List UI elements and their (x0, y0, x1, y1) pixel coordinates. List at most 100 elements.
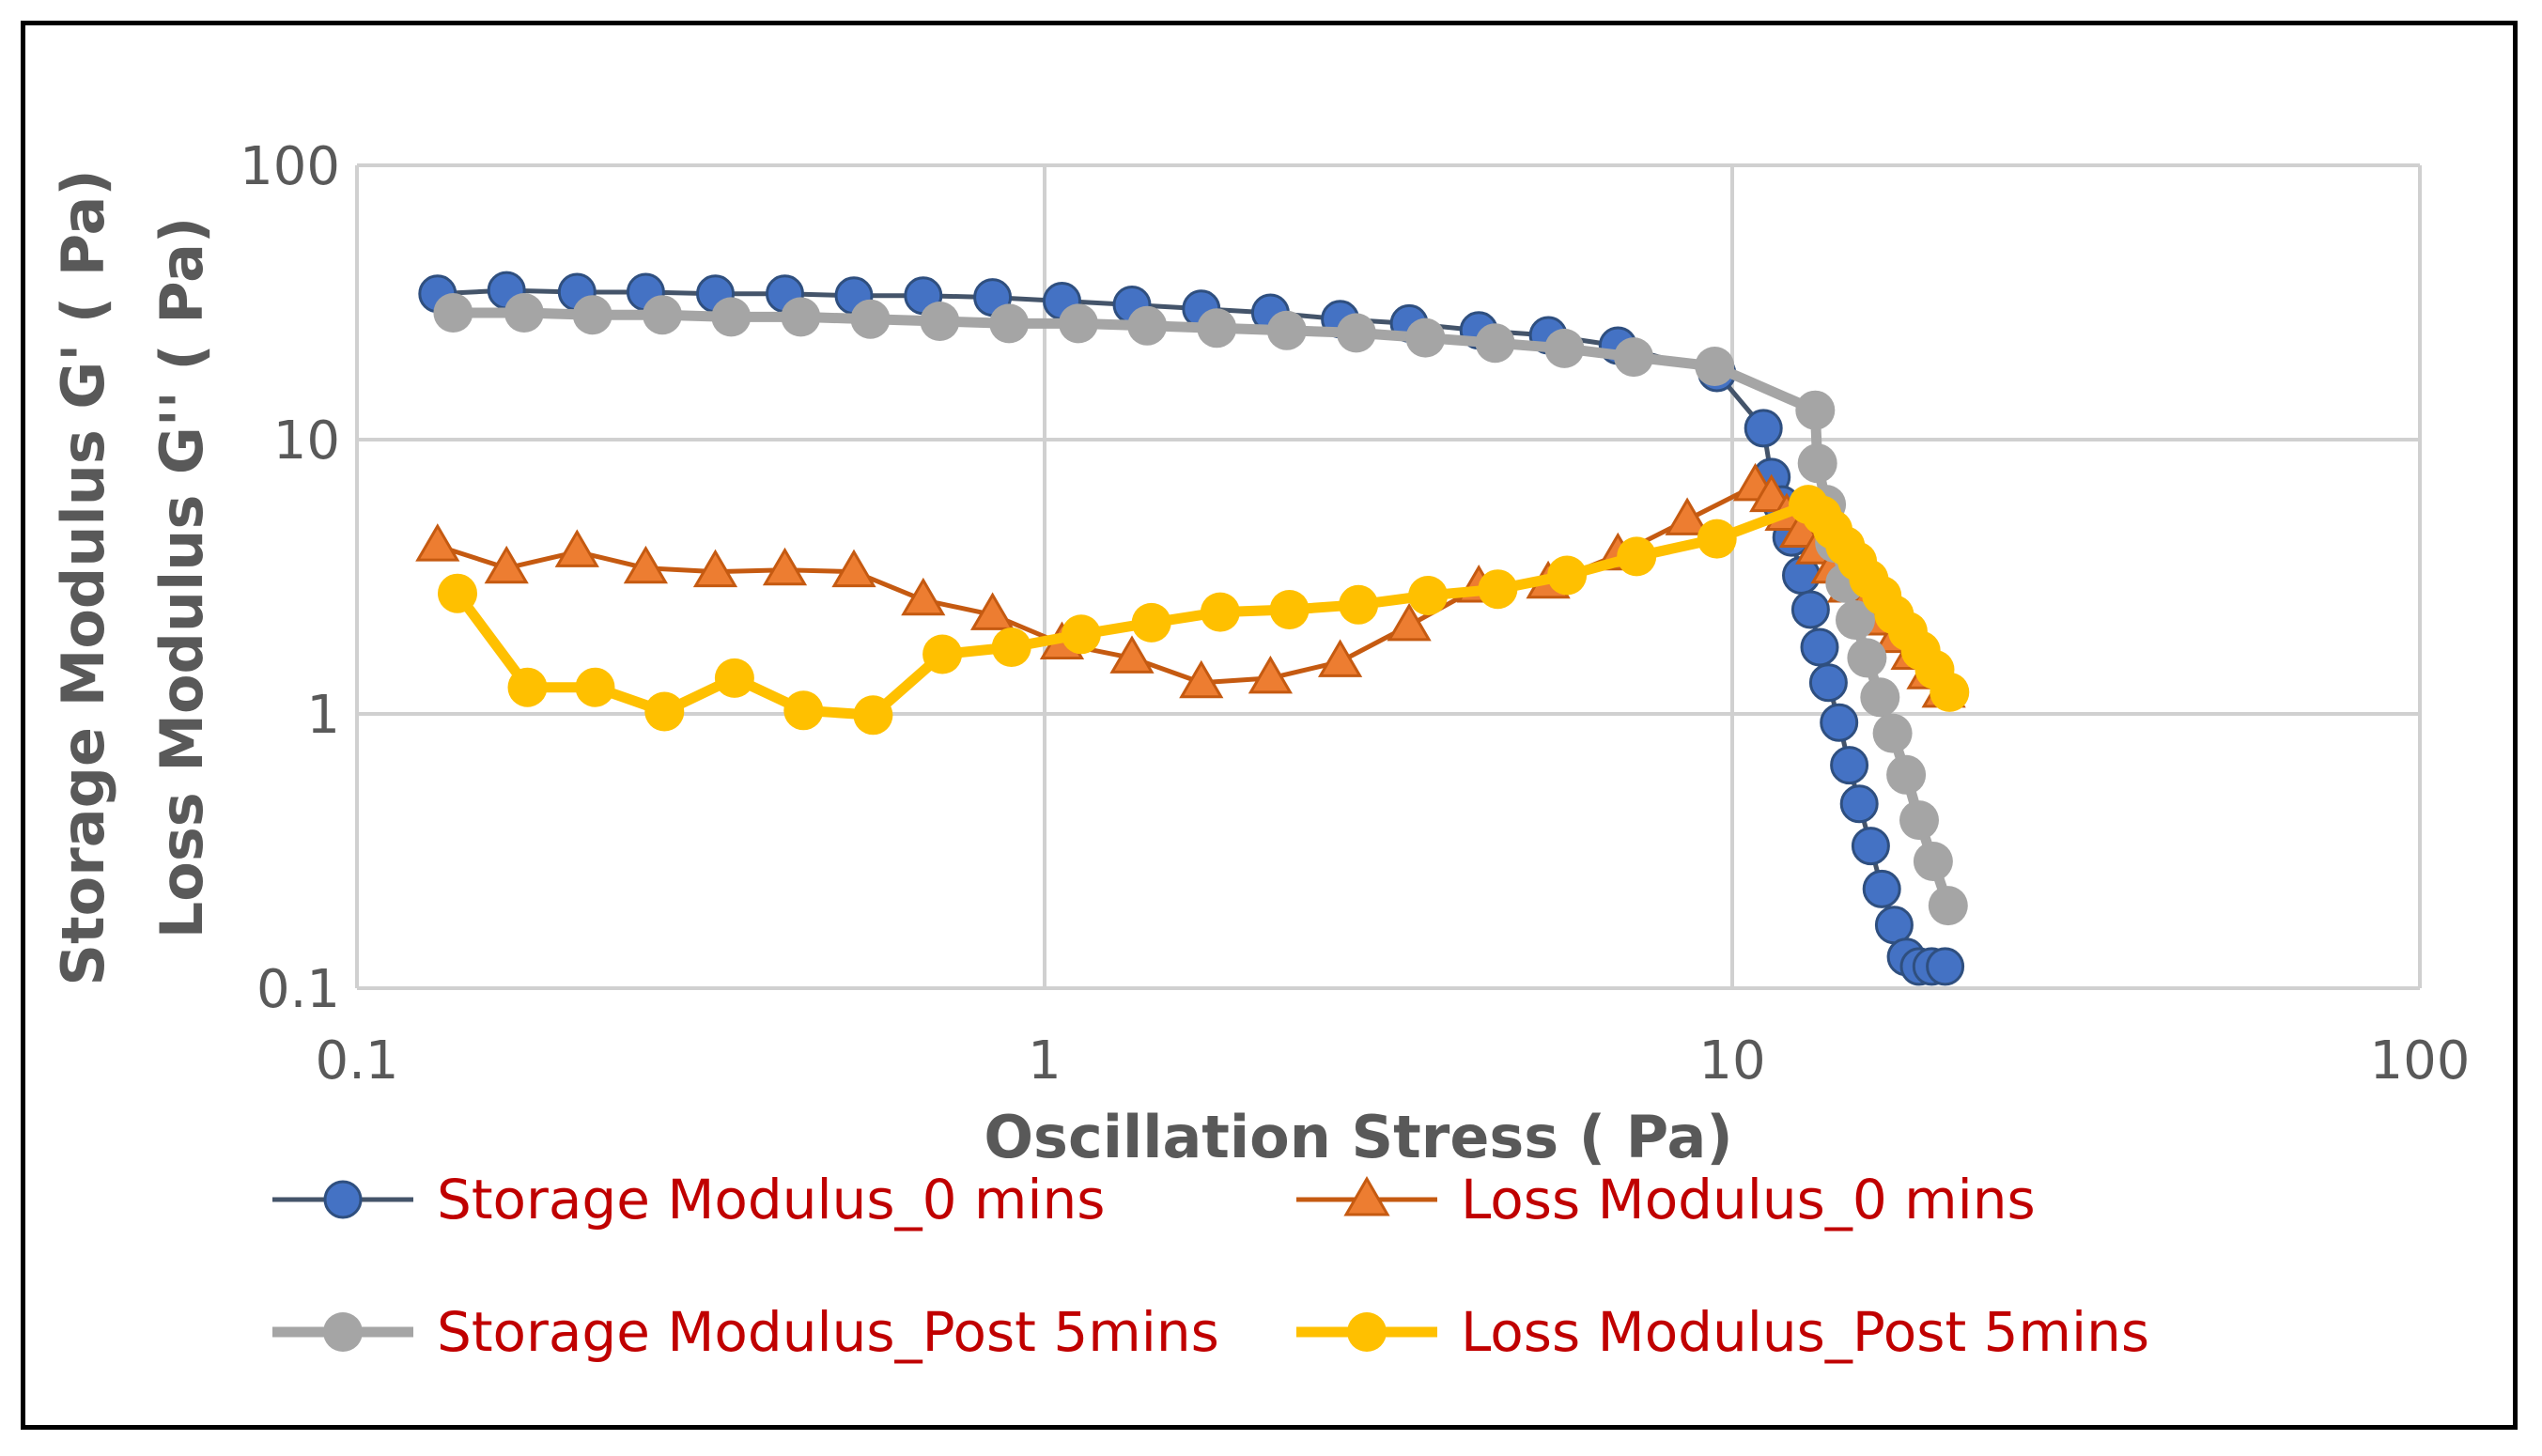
legend: Storage Modulus_0 mins Loss Modulus_0 mi… (272, 1168, 2149, 1364)
data-point (831, 549, 876, 588)
data-point (1820, 703, 1859, 742)
data-point (853, 695, 893, 736)
tick-labels: 0.1 1 10 100 0.1 1 10 100 (240, 136, 2470, 1092)
y-axis-title-loss: Loss Modulus G'' ( Pa) (147, 217, 216, 939)
data-point (781, 297, 821, 337)
data-point (1847, 638, 1887, 678)
data-point (1059, 303, 1098, 344)
data-point (1547, 555, 1588, 596)
data-point (1179, 659, 1224, 699)
data-point (1061, 614, 1101, 655)
data-point (1830, 746, 1869, 785)
x-tick-label: 10 (1698, 1030, 1765, 1092)
data-point (1913, 842, 1953, 881)
legend-item-storage-0: Storage Modulus_0 mins (272, 1168, 1106, 1231)
data-point (1336, 313, 1376, 353)
x-tick-label: 1 (1028, 1030, 1062, 1092)
y-tick-label: 1 (306, 685, 340, 746)
data-point (1478, 569, 1518, 610)
data-point (415, 523, 460, 562)
data-point (1387, 602, 1432, 642)
legend-item-loss-post5: Loss Modulus_Post 5mins (1296, 1300, 2149, 1364)
data-point (1614, 337, 1654, 378)
data-point (1665, 497, 1710, 535)
data-point (1197, 308, 1237, 349)
data-point (575, 667, 615, 707)
legend-marker-loss-post5 (1347, 1312, 1387, 1352)
data-point (1930, 672, 1970, 712)
data-point (989, 303, 1030, 344)
y-tick-label: 10 (273, 410, 340, 472)
data-point (507, 667, 548, 707)
data-point (438, 573, 477, 613)
data-point (1617, 536, 1657, 577)
data-point (1808, 663, 1848, 703)
data-point (1886, 754, 1927, 795)
data-point (1695, 347, 1735, 386)
data-point (1800, 627, 1839, 667)
legend-label-loss-0: Loss Modulus_0 mins (1461, 1168, 2036, 1231)
data-point (692, 549, 738, 588)
data-point (1200, 592, 1240, 632)
data-point (1109, 635, 1155, 674)
data-point (1697, 519, 1737, 559)
legend-label-storage-post5: Storage Modulus_Post 5mins (437, 1300, 1219, 1364)
x-tick-label: 100 (2370, 1030, 2471, 1092)
data-point (1839, 784, 1879, 824)
legend-label-loss-post5: Loss Modulus_Post 5mins (1461, 1300, 2149, 1364)
data-point (1836, 600, 1875, 640)
data-point (969, 592, 1015, 630)
data-point (554, 529, 599, 567)
data-point (1339, 584, 1379, 625)
x-tick-label: 0.1 (315, 1030, 398, 1092)
data-point (644, 691, 685, 732)
data-point (850, 299, 891, 339)
data-point (901, 577, 946, 616)
data-point (1475, 323, 1515, 364)
data-point (433, 293, 473, 333)
series-line (437, 483, 1946, 694)
data-point (1127, 305, 1168, 346)
data-point (504, 293, 544, 333)
series-4 (438, 485, 1970, 736)
data-point (762, 547, 808, 586)
data-point (1408, 576, 1449, 615)
data-point (1744, 409, 1783, 448)
legend-item-storage-post5: Storage Modulus_Post 5mins (272, 1300, 1219, 1364)
data-point (1269, 590, 1310, 629)
data-point (920, 302, 960, 341)
data-point (1248, 655, 1294, 694)
data-point (1266, 310, 1307, 350)
data-point (1860, 677, 1900, 718)
data-point (922, 634, 963, 674)
data-point (711, 297, 752, 337)
legend-label-storage-0: Storage Modulus_0 mins (437, 1168, 1106, 1231)
grid-lines (355, 163, 2422, 990)
data-point (1872, 713, 1913, 753)
data-point (1928, 886, 1968, 926)
legend-item-loss-0: Loss Modulus_0 mins (1296, 1168, 2036, 1231)
data-point (1797, 443, 1837, 484)
legend-marker-loss-0 (1343, 1176, 1390, 1216)
chart-frame (21, 21, 2518, 1430)
data-point (623, 545, 669, 584)
data-point (1317, 639, 1363, 677)
data-point (572, 295, 612, 335)
data-point (1926, 947, 1965, 986)
data-point (1851, 827, 1890, 866)
data-point (1795, 390, 1836, 430)
data-point (1899, 800, 1939, 841)
data-point (1790, 590, 1830, 629)
y-tick-label: 100 (240, 136, 340, 197)
data-point (1131, 602, 1171, 643)
data-point (714, 658, 754, 698)
data-point (783, 690, 824, 731)
data-point (991, 627, 1031, 667)
x-axis-title: Oscillation Stress ( Pa) (984, 1103, 1732, 1171)
series-line (453, 307, 1954, 907)
data-point (1874, 906, 1914, 945)
data-point (643, 295, 682, 335)
legend-marker-storage-post5 (323, 1312, 363, 1352)
y-axis-title-storage: Storage Modulus G' ( Pa) (49, 169, 117, 985)
